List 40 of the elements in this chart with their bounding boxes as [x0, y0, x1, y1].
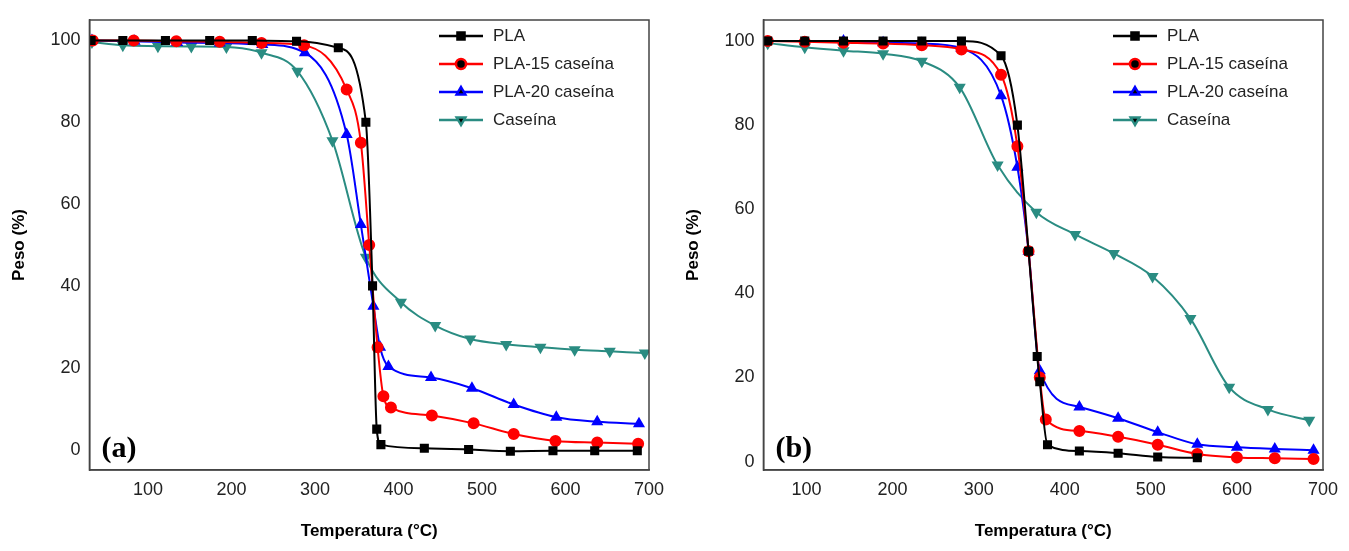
y-tick-label: 100 [724, 30, 755, 50]
x-tick-label: 500 [1135, 478, 1166, 499]
x-axis-title: Temperatura (°C) [974, 521, 1112, 541]
y-tick-label: 20 [734, 366, 755, 387]
x-tick-label: 300 [963, 478, 994, 499]
y-tick-label: 60 [60, 193, 81, 214]
y-tick-label: 80 [60, 111, 81, 132]
y-tick-label: 40 [60, 274, 81, 295]
x-axis-title: Temperatura (°C) [300, 521, 438, 541]
y-tick-label: 40 [734, 282, 755, 303]
y-tick-label: 100 [50, 29, 81, 50]
y-tick-label: 0 [744, 450, 755, 471]
annotation: (b) [775, 429, 813, 464]
x-tick-label: 400 [383, 478, 414, 499]
legend-label: Caseína [493, 109, 557, 129]
x-tick-label: 500 [466, 478, 497, 499]
y-tick-label: 80 [734, 114, 755, 135]
legend-label: Caseína [1167, 109, 1231, 129]
legend-label: PLA [1167, 25, 1200, 45]
y-tick-label: 0 [70, 438, 81, 459]
x-tick-label: 400 [1049, 478, 1080, 499]
x-tick-label: 600 [550, 478, 581, 499]
legend-label: PLA-20 caseína [493, 81, 615, 101]
y-axis-title: Peso (%) [682, 209, 702, 281]
x-tick-label: 200 [216, 478, 247, 499]
x-tick-label: 200 [877, 478, 908, 499]
x-tick-label: 700 [633, 478, 665, 499]
x-tick-label: 100 [132, 478, 163, 499]
y-axis-title: Peso (%) [8, 209, 28, 281]
annotation: (a) [101, 429, 137, 464]
x-tick-label: 300 [299, 478, 330, 499]
legend-label: PLA-15 caseína [493, 53, 615, 73]
y-tick-label: 20 [60, 356, 81, 377]
legend-label: PLA-20 caseína [1167, 81, 1289, 101]
legend-label: PLA-15 caseína [1167, 53, 1289, 73]
legend-label: PLA [493, 25, 526, 45]
x-tick-label: 700 [1307, 478, 1339, 499]
x-tick-label: 600 [1221, 478, 1252, 499]
y-tick-label: 60 [734, 198, 755, 219]
x-tick-label: 100 [791, 478, 822, 499]
